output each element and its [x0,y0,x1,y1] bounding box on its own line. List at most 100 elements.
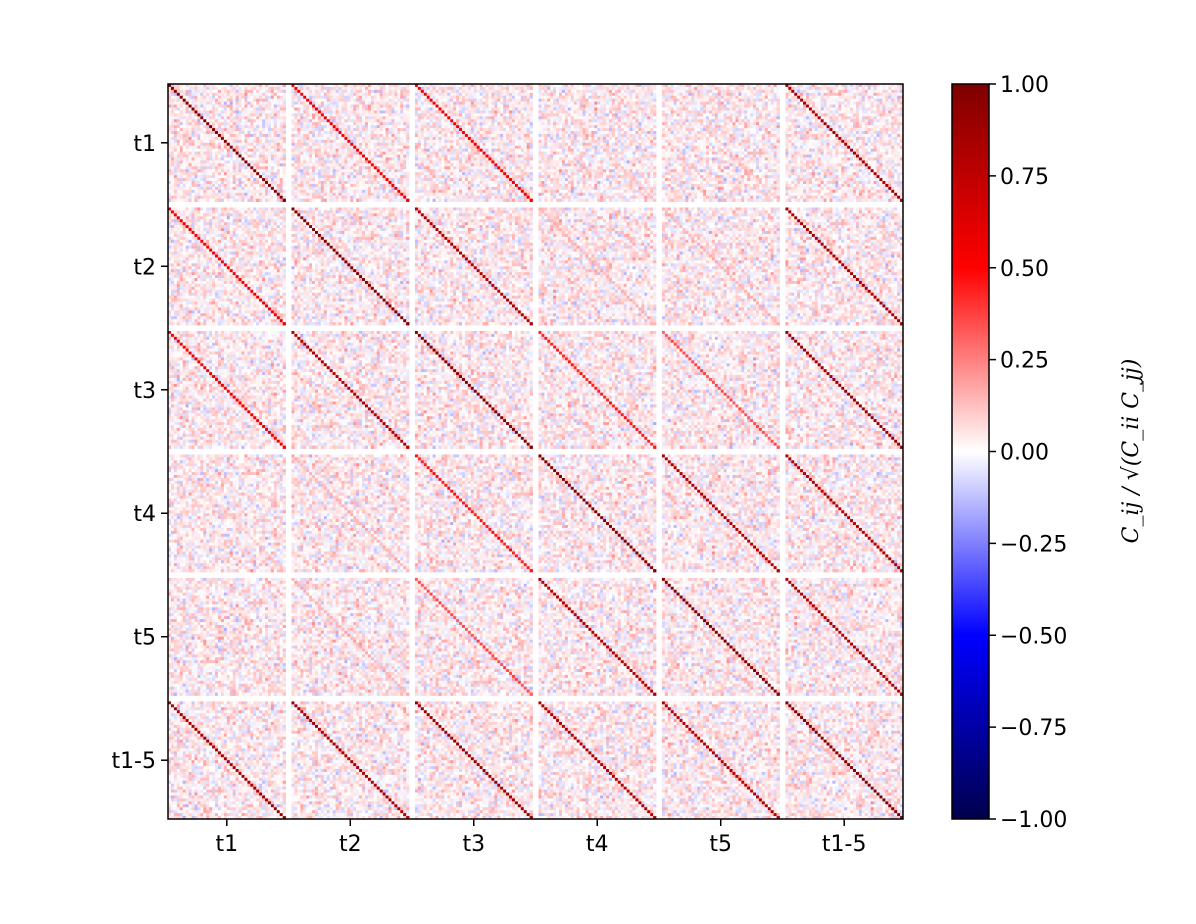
matrix-cell [280,143,283,146]
matrix-cell [400,90,403,93]
matrix-cell [315,131,318,134]
matrix-cell [186,166,189,169]
matrix-cell [397,169,400,172]
matrix-cell [218,178,221,181]
matrix-cell [274,158,277,161]
matrix-cell [327,137,330,140]
matrix-cell [330,166,333,169]
matrix-cell [253,116,256,119]
matrix-cell [324,172,327,175]
matrix-cell [268,172,271,175]
matrix-cell [280,105,283,108]
matrix-cell [406,158,409,161]
matrix-cell [333,128,336,131]
matrix-cell [383,155,386,158]
matrix-cell [274,199,277,202]
matrix-cell [306,172,309,175]
matrix-cell [186,190,189,193]
matrix-cell [250,110,253,113]
matrix-cell [218,87,221,90]
matrix-cell [318,131,321,134]
matrix-cell [347,108,350,111]
matrix-cell [309,155,312,158]
matrix-cell [262,140,265,143]
matrix-cell [300,172,303,175]
matrix-cell [203,110,206,113]
matrix-cell [192,90,195,93]
matrix-cell [406,137,409,140]
matrix-cell [259,178,262,181]
matrix-cell [209,181,212,184]
matrix-cell [277,196,280,199]
matrix-cell [312,108,315,111]
matrix-cell [215,178,218,181]
matrix-cell [253,199,256,202]
matrix-cell [239,172,242,175]
matrix-cell [394,140,397,143]
matrix-cell [268,163,271,166]
matrix-cell [330,93,333,96]
matrix-cell [230,110,233,113]
matrix-cell [177,113,180,116]
matrix-cell [183,90,186,93]
matrix-cell [353,105,356,108]
matrix-cell [309,134,312,137]
matrix-cell [242,87,245,90]
matrix-cell [253,140,256,143]
matrix-cell [194,134,197,137]
matrix-cell [206,187,209,190]
matrix-cell [391,143,394,146]
matrix-cell [380,149,383,152]
matrix-cell [389,166,392,169]
matrix-cell [394,143,397,146]
matrix-cell [336,125,339,128]
matrix-cell [253,178,256,181]
matrix-cell [171,122,174,125]
matrix-cell [268,99,271,102]
matrix-cell [353,113,356,116]
matrix-cell [389,143,392,146]
matrix-cell [180,160,183,163]
matrix-cell [353,143,356,146]
matrix-cell [309,96,312,99]
matrix-cell [174,149,177,152]
matrix-cell [253,172,256,175]
matrix-cell [206,158,209,161]
matrix-cell [280,149,283,152]
matrix-cell [259,113,262,116]
matrix-cell [291,155,294,158]
matrix-cell [383,110,386,113]
matrix-cell [383,108,386,111]
matrix-cell [403,128,406,131]
matrix-cell [215,158,218,161]
matrix-cell [374,122,377,125]
matrix-cell [303,122,306,125]
matrix-cell [371,93,374,96]
matrix-cell [356,96,359,99]
matrix-cell [344,160,347,163]
matrix-cell [383,122,386,125]
matrix-cell [280,166,283,169]
matrix-cell [297,119,300,122]
matrix-cell [224,152,227,155]
matrix-cell [341,163,344,166]
matrix-cell [209,102,212,105]
matrix-cell [277,137,280,140]
matrix-cell [356,93,359,96]
matrix-cell [230,163,233,166]
matrix-cell [350,125,353,128]
matrix-cell [389,146,392,149]
matrix-cell [227,178,230,181]
matrix-cell [227,108,230,111]
matrix-cell [283,140,286,143]
matrix-cell [268,105,271,108]
matrix-cell [212,90,215,93]
matrix-cell [294,163,297,166]
matrix-cell [242,172,245,175]
matrix-cell [203,193,206,196]
matrix-cell [221,110,224,113]
matrix-cell [333,96,336,99]
matrix-cell [371,102,374,105]
matrix-cell [268,116,271,119]
matrix-cell [403,152,406,155]
